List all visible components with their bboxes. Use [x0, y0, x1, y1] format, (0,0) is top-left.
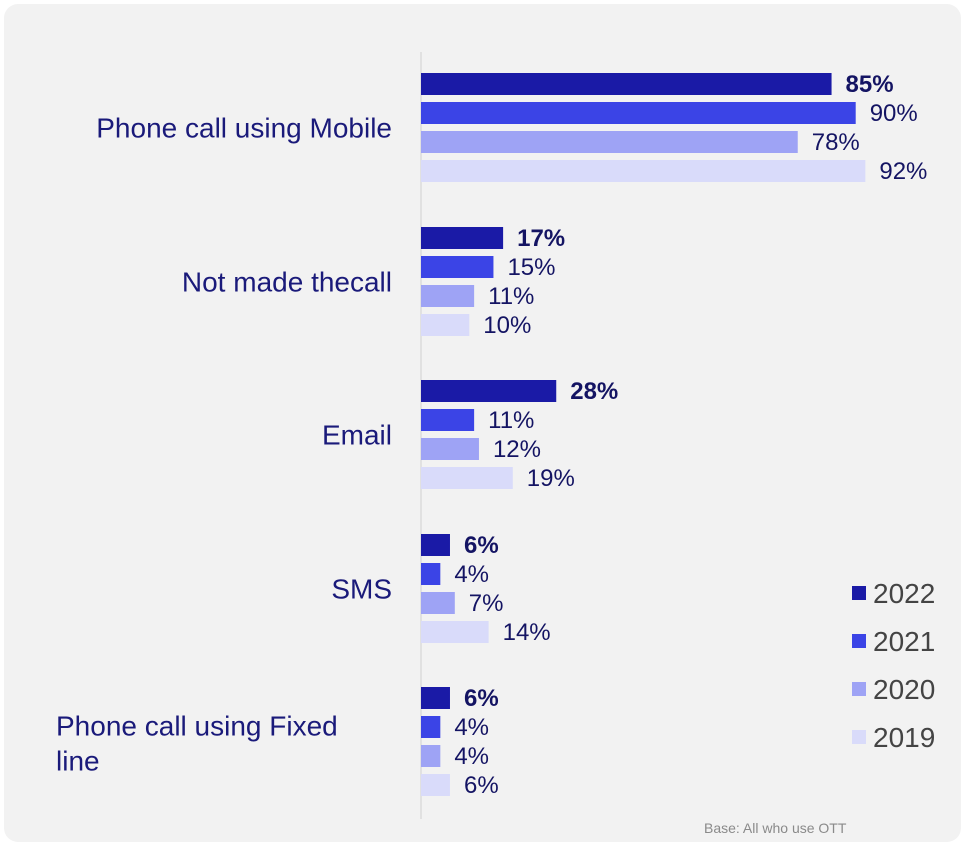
data-label: 28%	[570, 378, 618, 405]
legend-label: 2021	[873, 626, 935, 657]
bar-2022	[421, 227, 504, 249]
data-label: 85%	[846, 71, 894, 98]
chart-card: 85% 90% 78% 92% 17% 15% 11% 10% 28% 11% 12% 19% 6% 4%…	[4, 4, 961, 842]
data-label: 4%	[454, 743, 489, 770]
bar-2020	[421, 131, 798, 153]
bar-2022	[421, 380, 557, 402]
bar-chart: 85%90%78%92%17%15%11%10%28%11%12%19%6%4%…	[56, 52, 935, 819]
bar-2020	[421, 438, 479, 460]
data-label: 4%	[454, 561, 489, 588]
data-label: 90%	[870, 100, 918, 127]
bar-2019	[421, 467, 513, 489]
bar-2022	[421, 687, 450, 709]
category-label: SMS	[331, 574, 392, 605]
category-label: Not made thecall	[182, 267, 392, 298]
legend-label: 2019	[873, 722, 935, 753]
legend-label: 2022	[873, 578, 935, 609]
bar-2020	[421, 745, 441, 767]
bar-2021	[421, 256, 494, 278]
bar-2019	[421, 621, 489, 643]
data-label: 17%	[517, 225, 565, 252]
bar-2019	[421, 774, 450, 796]
data-label: 11%	[488, 407, 534, 434]
data-label: 6%	[464, 772, 499, 799]
data-label: 11%	[488, 283, 534, 310]
data-label: 7%	[469, 590, 504, 617]
legend-swatch	[852, 730, 866, 744]
bar-2019	[421, 314, 470, 336]
bar-2020	[421, 592, 455, 614]
bar-2021	[421, 409, 475, 431]
bar-2020	[421, 285, 475, 307]
legend: 2022 2021 2020 2019	[852, 578, 935, 753]
category-label: Phone call using Mobile	[96, 113, 392, 144]
category-label: line	[56, 746, 100, 777]
legend-swatch	[852, 682, 866, 696]
data-label: 92%	[879, 158, 927, 185]
data-label: 78%	[812, 129, 860, 156]
data-label: 6%	[464, 532, 499, 559]
bar-2021	[421, 102, 856, 124]
category-label: Phone call using Fixed	[56, 711, 338, 742]
data-label: 4%	[454, 714, 489, 741]
bar-2022	[421, 73, 832, 95]
data-label: 19%	[527, 465, 575, 492]
legend-swatch	[852, 586, 866, 600]
bar-2022	[421, 534, 450, 556]
category-label: Email	[322, 420, 392, 451]
data-label: 6%	[464, 685, 499, 712]
bar-2021	[421, 563, 441, 585]
base-footnote: Base: All who use OTT	[704, 820, 847, 836]
legend-swatch	[852, 634, 866, 648]
bar-2021	[421, 716, 441, 738]
data-label: 15%	[507, 254, 555, 281]
data-label: 14%	[503, 619, 551, 646]
legend-label: 2020	[873, 674, 935, 705]
bar-2019	[421, 160, 866, 182]
data-label: 12%	[493, 436, 541, 463]
data-label: 10%	[483, 312, 531, 339]
